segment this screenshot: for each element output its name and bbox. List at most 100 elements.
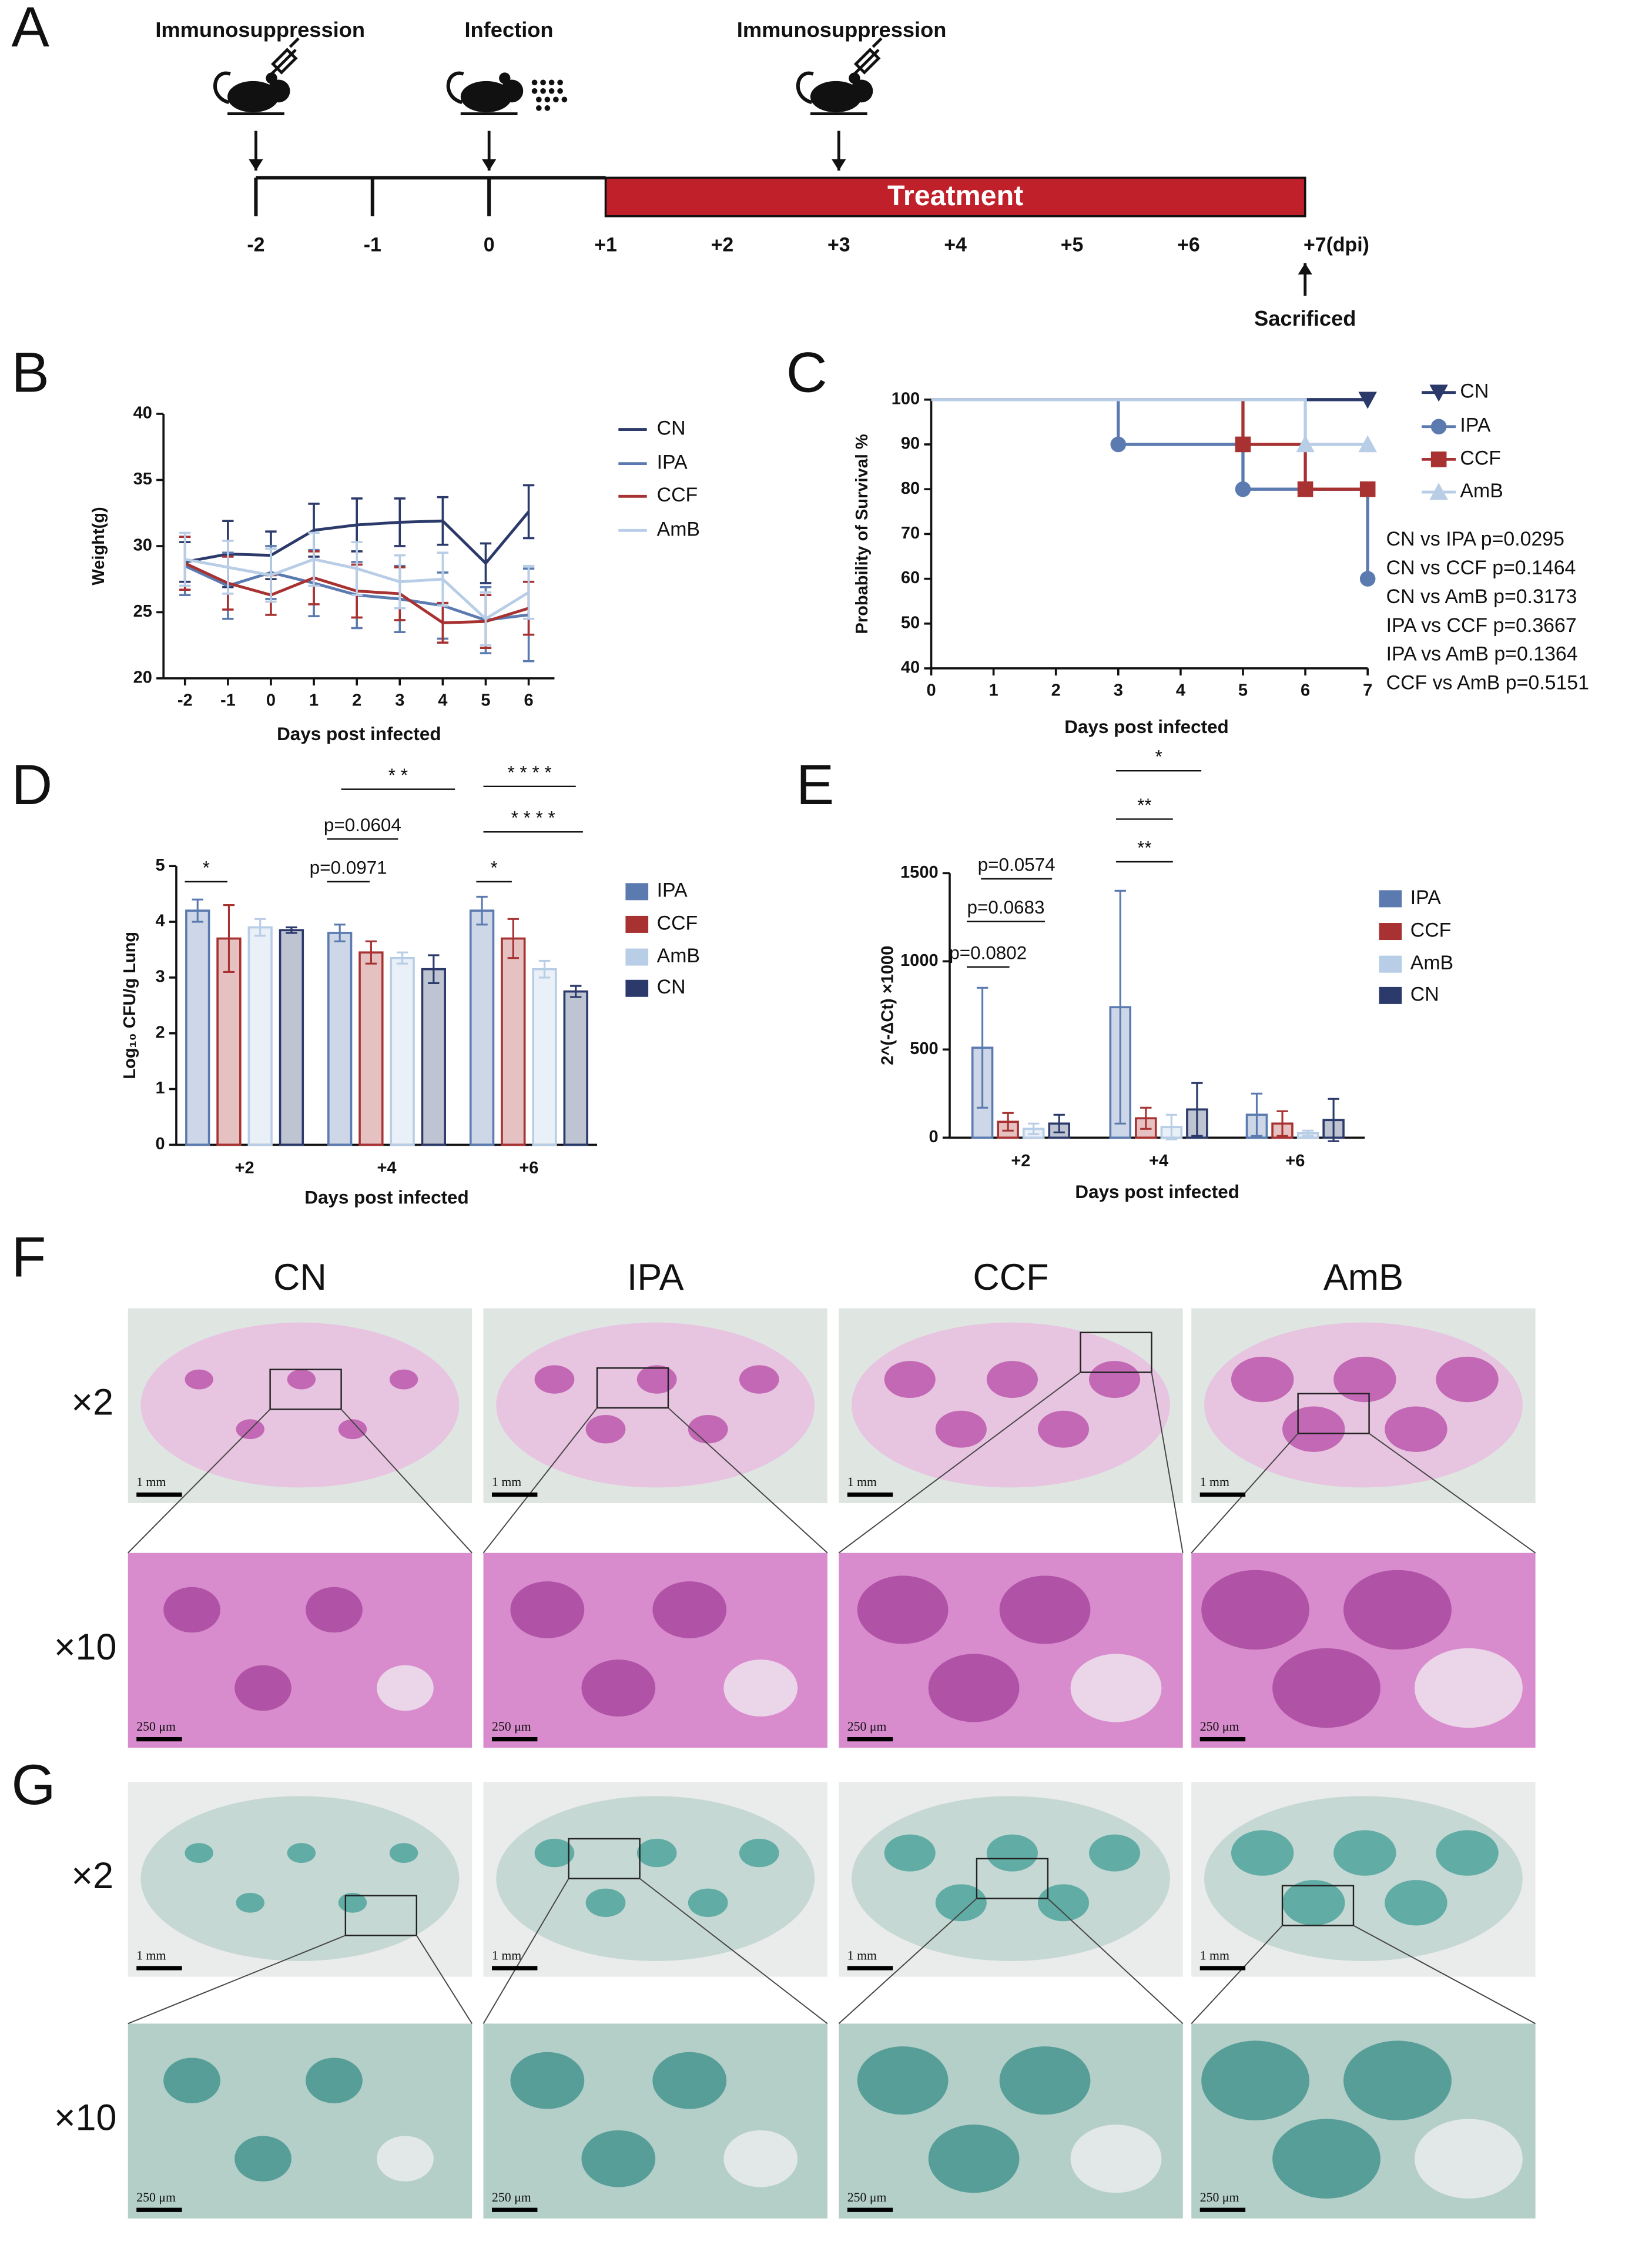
x-tick-label: 2 [352, 691, 361, 710]
scale-bar-label: 250 μm [136, 1719, 176, 1734]
scale-bar-label: 1 mm [136, 1475, 166, 1489]
bar [279, 929, 304, 1146]
lesion [884, 1834, 936, 1872]
error-bar [428, 954, 440, 984]
mouse-icon [810, 81, 862, 113]
p-value-annotation: IPA vs CCF p=0.3667 [1386, 614, 1577, 637]
column-header: IPA [627, 1257, 684, 1298]
mouse-icon [213, 71, 231, 105]
lesion [534, 1838, 575, 1868]
error-bar [308, 531, 320, 587]
lesion [1385, 1406, 1447, 1452]
x-tick-label: 2 [1051, 681, 1061, 700]
y-tick-label: 500 [910, 1039, 938, 1058]
x-axis-label: Days post infected [304, 1187, 469, 1208]
inset-box [596, 1367, 669, 1409]
error-bar [976, 986, 988, 1109]
y-axis-label: Probability of Survival % [853, 434, 872, 634]
significance-label: * * * * [511, 808, 555, 828]
arrow-head [1298, 263, 1312, 275]
spray-icon [557, 79, 563, 86]
lesion [857, 1575, 949, 1644]
syringe-icon [266, 37, 300, 79]
bar [532, 968, 557, 1146]
legend-label: CCF [1410, 919, 1452, 941]
legend-swatch [625, 883, 649, 901]
error-bar [1053, 1113, 1065, 1133]
error-bar [265, 547, 277, 603]
y-tick-label: 70 [901, 524, 920, 543]
error-bar [437, 496, 449, 546]
mouse-icon [850, 79, 873, 103]
mouse-icon [460, 81, 512, 113]
tissue [1204, 1322, 1523, 1488]
x-tick-label: 0 [926, 681, 936, 700]
lesion [1282, 1880, 1345, 1926]
spray-icon [540, 79, 546, 86]
lesion [739, 1365, 779, 1394]
lesion [1070, 1654, 1162, 1722]
error-bar [1191, 1082, 1203, 1137]
survival-line [931, 398, 1368, 446]
arrow-head [249, 159, 263, 171]
x-tick-label: +4 [1149, 1152, 1168, 1170]
x-tick-label: 0 [266, 691, 276, 710]
legend-label: CN [657, 417, 686, 440]
timeline-tick-label: 0 [484, 233, 495, 256]
lesion [234, 1665, 291, 1711]
lesion [1231, 1830, 1294, 1876]
zoom-line [128, 1408, 271, 1554]
marker [1235, 481, 1251, 497]
scale-bar-label: 250 μm [1200, 1719, 1239, 1734]
lesion [1272, 1648, 1380, 1728]
lesion [287, 1369, 316, 1390]
tissue [852, 1796, 1170, 1961]
lesion [1089, 1361, 1141, 1398]
scale-bar-label: 250 μm [847, 1719, 887, 1734]
zoom-line [838, 1371, 1081, 1554]
lesion [723, 2130, 798, 2187]
lesion [1272, 2119, 1380, 2199]
p-value-annotation: CN vs IPA p=0.0295 [1386, 528, 1564, 550]
panel-letter: A [11, 0, 49, 59]
legend-label: IPA [657, 451, 688, 474]
tissue [140, 1796, 460, 1961]
spray-icon [531, 79, 538, 86]
legend-label: AmB [1410, 952, 1453, 974]
lesion [306, 2057, 363, 2103]
x-tick-label: 4 [438, 691, 447, 710]
error-bar [522, 484, 535, 540]
x-axis-label: Days post infected [1064, 717, 1229, 737]
x-tick-label: 7 [1363, 681, 1372, 700]
marker [1359, 571, 1376, 587]
panel-letter: B [11, 340, 49, 404]
event-label: Immunosuppression [155, 18, 365, 42]
y-axis-label: Weight(g) [89, 507, 108, 585]
panel-letter: D [11, 752, 52, 817]
lesion [723, 1660, 798, 1717]
bar [501, 937, 526, 1146]
legend-swatch [1379, 986, 1402, 1004]
significance-label: * * * * [508, 762, 552, 782]
timeline-tick-label: +4 [944, 233, 967, 256]
zoom-line [668, 1407, 828, 1554]
legend-swatch [625, 979, 649, 997]
lesion [688, 1415, 728, 1444]
bar [216, 937, 242, 1146]
zoom-line [340, 1408, 473, 1554]
lesion [1343, 1570, 1452, 1650]
timeline-tick-label: +5 [1061, 233, 1084, 256]
y-axis-label: Log₁₀ CFU/g Lung [120, 932, 139, 1079]
error-bar [1276, 1110, 1288, 1137]
lesion [1089, 1834, 1141, 1872]
lesion [163, 1587, 220, 1633]
x-tick-label: 4 [1176, 681, 1185, 700]
x-tick-label: 3 [395, 691, 404, 710]
panel-letter: F [11, 1224, 46, 1289]
error-bar [1251, 1092, 1263, 1137]
significance-label: p=0.0683 [967, 897, 1045, 918]
zoom-line [128, 1935, 346, 2025]
legend-label: CCF [657, 484, 698, 506]
y-tick-label: 50 [901, 613, 920, 632]
x-tick-label: 5 [1238, 681, 1248, 700]
